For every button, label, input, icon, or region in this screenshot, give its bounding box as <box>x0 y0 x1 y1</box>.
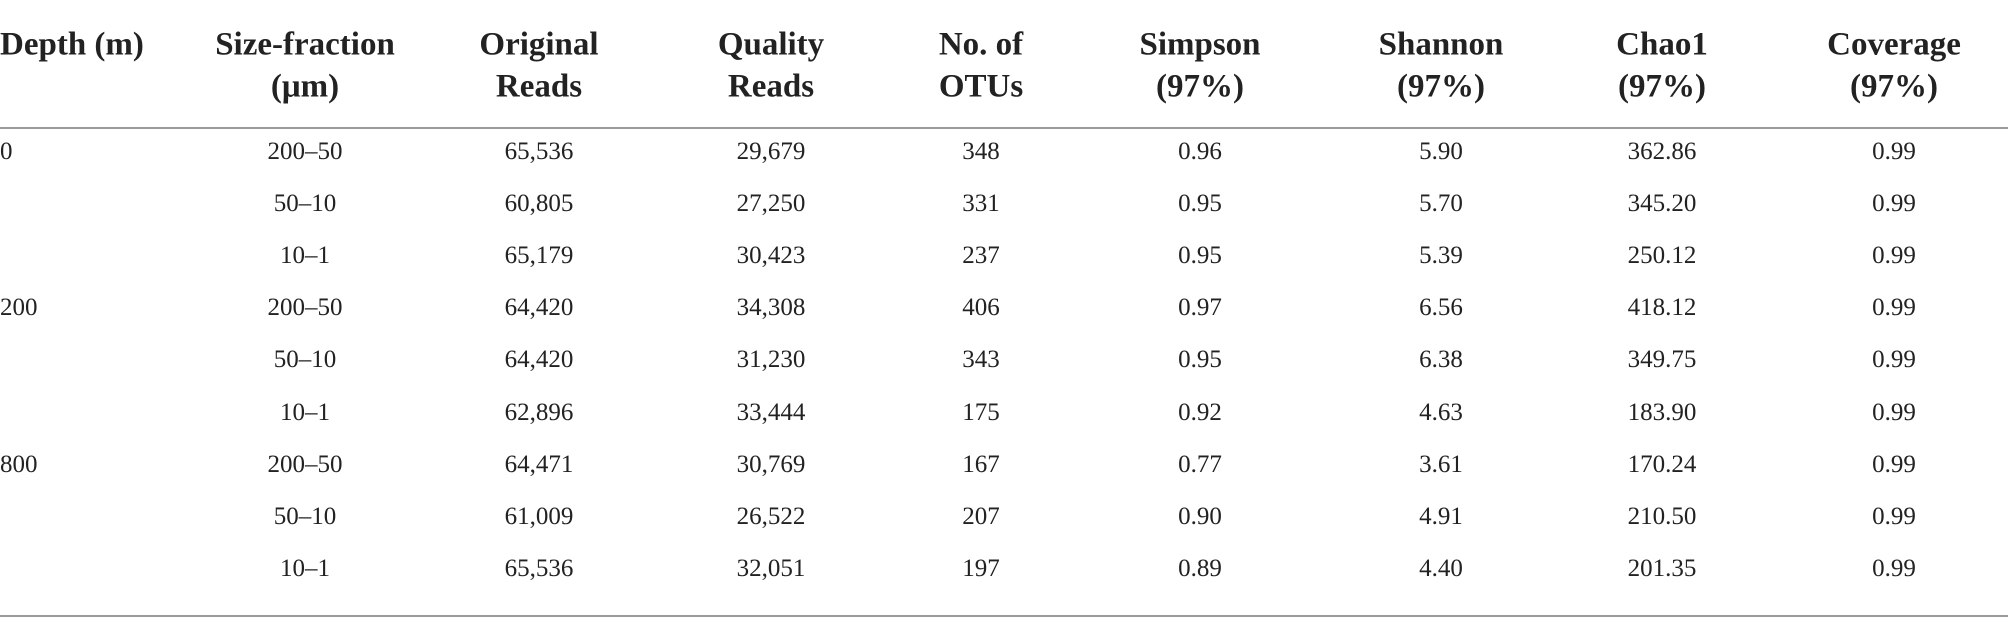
table-cell: 200–50 <box>267 138 343 165</box>
table-cell: 0.95 <box>1178 242 1222 270</box>
column-header: (97%) <box>1156 68 1244 105</box>
table-cell: 10–1 <box>280 554 330 582</box>
table-cell: 30,769 <box>736 450 806 478</box>
table-cell: 61,009 <box>504 502 574 530</box>
table-cell: 64,420 <box>504 346 574 374</box>
table-cell: 200–50 <box>267 450 343 478</box>
table-cell: 0.99 <box>1872 398 1916 426</box>
table-cell: 65,536 <box>504 138 574 165</box>
table-cell: 167 <box>962 450 1000 478</box>
table-cell: 0.99 <box>1872 502 1916 530</box>
column-header: Depth (m) <box>0 26 144 63</box>
table-cell: 207 <box>962 502 1000 530</box>
column-header: OTUs <box>938 68 1024 105</box>
table-cell: 30,423 <box>736 242 806 270</box>
column-header: Chao1 <box>1616 26 1708 63</box>
column-header: Size-fraction <box>215 26 395 63</box>
table-cell: 34,308 <box>736 294 806 322</box>
table-cell: 183.90 <box>1627 398 1697 426</box>
table-cell: 197 <box>962 554 1000 582</box>
table-cell: 0.99 <box>1872 294 1916 322</box>
table-cell: 0.99 <box>1872 242 1916 270</box>
table-cell: 50–10 <box>273 502 337 530</box>
depth-cell: 0 <box>0 138 13 165</box>
depth-cell: 800 <box>0 450 38 478</box>
table-cell: 50–10 <box>273 346 337 374</box>
column-header: Simpson <box>1139 26 1261 63</box>
table-cell: 0.97 <box>1178 294 1222 322</box>
table-cell: 64,471 <box>504 450 574 478</box>
table-cell: 4.91 <box>1419 502 1463 530</box>
table-cell: 175 <box>962 398 1000 426</box>
table-cell: 6.38 <box>1419 346 1463 374</box>
table-cell: 26,522 <box>736 502 806 530</box>
table-cell: 348 <box>962 138 1000 165</box>
table-cell: 237 <box>962 242 1000 270</box>
column-header: (97%) <box>1397 68 1485 105</box>
table-cell: 65,179 <box>504 242 574 270</box>
table-cell: 0.99 <box>1872 190 1916 218</box>
column-header: (μm) <box>270 68 340 105</box>
column-header: Reads <box>727 68 815 105</box>
table-cell: 0.95 <box>1178 346 1222 374</box>
table-cell: 0.95 <box>1178 190 1222 218</box>
table-cell: 4.40 <box>1419 554 1463 582</box>
column-header: Quality <box>717 26 825 63</box>
table-cell: 0.92 <box>1178 398 1222 426</box>
column-header: Reads <box>495 68 583 105</box>
table-cell: 60,805 <box>504 190 574 218</box>
column-header: No. of <box>938 26 1024 63</box>
table-cell: 4.63 <box>1419 398 1463 426</box>
table-cell: 0.96 <box>1178 138 1222 165</box>
table-cell: 200–50 <box>267 294 343 322</box>
table-cell: 3.61 <box>1419 450 1463 478</box>
table-cell: 170.24 <box>1627 450 1697 478</box>
table-cell: 29,679 <box>736 138 806 165</box>
column-header: Original <box>479 26 599 63</box>
table-cell: 0.99 <box>1872 554 1916 582</box>
table-cell: 343 <box>962 346 1000 374</box>
table-cell: 349.75 <box>1627 346 1697 374</box>
depth-cell: 200 <box>0 294 38 322</box>
table-cell: 5.70 <box>1419 190 1463 218</box>
table-cell: 0.99 <box>1872 138 1916 165</box>
bottom-rule <box>0 615 2008 617</box>
table-cell: 50–10 <box>273 190 337 218</box>
table-cell: 65,536 <box>504 554 574 582</box>
table-cell: 362.86 <box>1627 138 1697 165</box>
table-cell: 210.50 <box>1627 502 1697 530</box>
table-cell: 406 <box>962 294 1000 322</box>
table-cell: 0.99 <box>1872 450 1916 478</box>
column-header: (97%) <box>1618 68 1706 105</box>
table-cell: 5.39 <box>1419 242 1463 270</box>
table-cell: 10–1 <box>280 398 330 426</box>
table-cell: 418.12 <box>1627 294 1697 322</box>
table-cell: 62,896 <box>504 398 574 426</box>
table-cell: 345.20 <box>1627 190 1697 218</box>
table-cell: 6.56 <box>1419 294 1463 322</box>
table-cell: 0.99 <box>1872 346 1916 374</box>
column-header: Shannon <box>1378 26 1504 63</box>
header-rule <box>0 127 2008 129</box>
table-cell: 331 <box>962 190 1000 218</box>
table-cell: 27,250 <box>736 190 806 218</box>
column-header: (97%) <box>1850 68 1938 105</box>
table-cell: 33,444 <box>736 398 806 426</box>
table-cell: 10–1 <box>280 242 330 270</box>
table-cell: 0.89 <box>1178 554 1222 582</box>
table-cell: 32,051 <box>736 554 806 582</box>
table-cell: 0.90 <box>1178 502 1222 530</box>
table-cell: 201.35 <box>1627 554 1697 582</box>
table-cell: 0.77 <box>1178 450 1222 478</box>
table-cell: 64,420 <box>504 294 574 322</box>
table-cell: 250.12 <box>1627 242 1697 270</box>
table-cell: 31,230 <box>736 346 806 374</box>
column-header: Coverage <box>1827 26 1961 63</box>
table-cell: 5.90 <box>1419 138 1463 165</box>
